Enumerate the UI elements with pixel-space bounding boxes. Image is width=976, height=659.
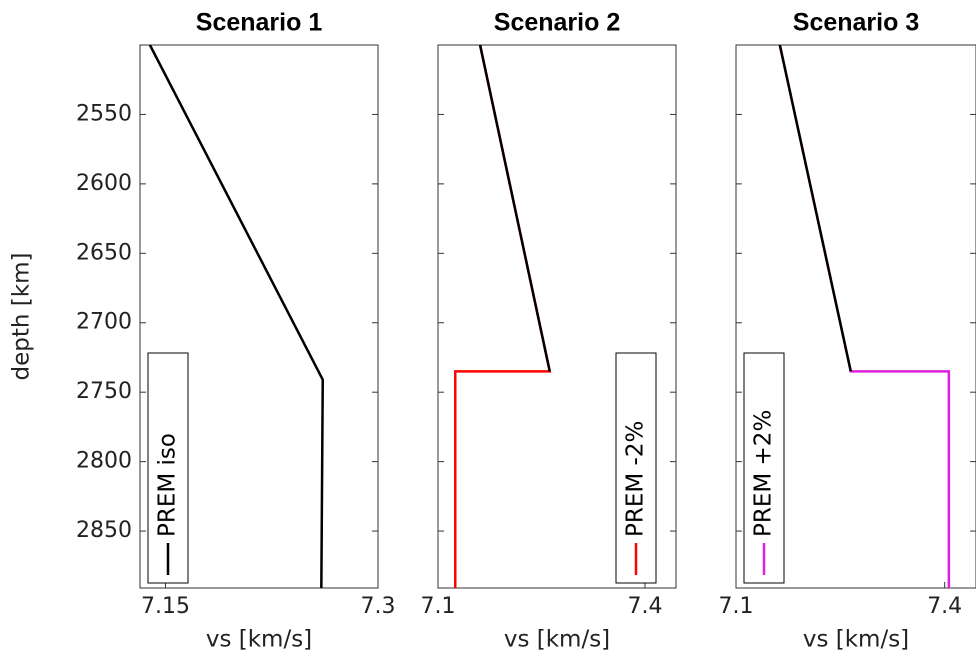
legend-label: PREM iso xyxy=(155,433,181,537)
x-axis-label: vs [km/s] xyxy=(803,627,909,653)
y-tick-label: 2700 xyxy=(76,310,132,335)
profile-line xyxy=(453,44,552,588)
x-tick-label: 7.3 xyxy=(361,594,396,619)
x-tick-label: 7.4 xyxy=(927,594,962,619)
y-tick-label: 2850 xyxy=(76,518,132,543)
x-tick-label: 7.1 xyxy=(719,594,754,619)
legend: PREM iso xyxy=(147,352,189,584)
x-axis-label: vs [km/s] xyxy=(504,627,610,653)
panel-title: Scenario 2 xyxy=(494,9,620,37)
plot-frame xyxy=(139,44,379,589)
x-axis-label: vs [km/s] xyxy=(206,627,312,653)
x-tick-label: 7.4 xyxy=(627,594,662,619)
legend: PREM +2% xyxy=(743,352,785,584)
y-tick-label: 2550 xyxy=(76,101,132,126)
legend-label: PREM -2% xyxy=(623,421,649,537)
plot-frame xyxy=(437,44,677,589)
legend-label: PREM +2% xyxy=(751,410,777,537)
x-tick-label: 7.15 xyxy=(141,594,190,619)
plot-frame xyxy=(735,44,976,589)
y-tick-label: 2650 xyxy=(76,240,132,265)
x-tick-label: 7.1 xyxy=(421,594,456,619)
profile-line xyxy=(778,44,951,588)
y-tick-label: 2800 xyxy=(76,449,132,474)
y-tick-label: 2750 xyxy=(76,379,132,404)
profile-line xyxy=(148,44,325,589)
y-axis-label: depth [km] xyxy=(9,253,35,381)
profile-line xyxy=(478,44,551,372)
profile-line xyxy=(778,44,853,372)
panel-title: Scenario 3 xyxy=(793,9,919,37)
panel-title: Scenario 1 xyxy=(196,9,323,37)
y-tick-label: 2600 xyxy=(76,171,132,196)
legend: PREM -2% xyxy=(615,352,657,584)
